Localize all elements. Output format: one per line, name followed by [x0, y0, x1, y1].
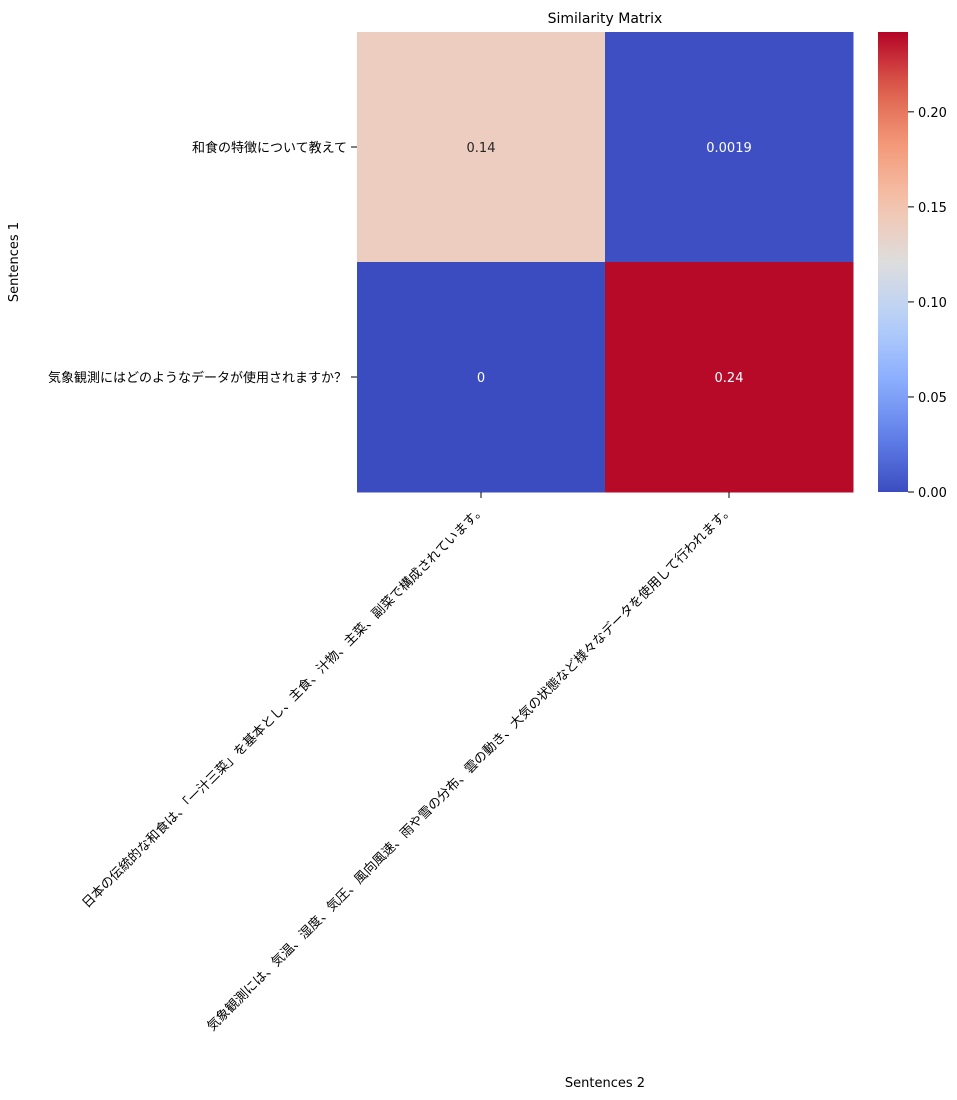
colorbar-tick-label: 0.05	[918, 391, 947, 406]
colorbar-ticks: 0.00 0.05 0.10 0.15 0.20	[908, 106, 947, 501]
x-tick-label: 気象観測には、気温、湿度、気圧、風向風速、雨や雪の分布、雲の動き、大気の状態など…	[204, 502, 737, 1035]
x-axis-ticks: 日本の伝統的な和食は、「一汁三菜」を基本とし、主食、汁物、主菜、副菜で構成されて…	[79, 492, 737, 1035]
cell-annotation: 0	[477, 371, 485, 386]
cell-annotations: 0.14 0.0019 0 0.24	[467, 141, 752, 386]
x-tick-label: 日本の伝統的な和食は、「一汁三菜」を基本とし、主食、汁物、主菜、副菜で構成されて…	[79, 502, 489, 912]
colorbar-tick-label: 0.00	[918, 486, 947, 501]
colorbar-tick-label: 0.20	[918, 106, 947, 121]
heatmap-cells	[357, 32, 854, 493]
heatmap-cell	[357, 262, 606, 493]
colorbar	[878, 32, 908, 492]
heatmap-cell	[357, 32, 606, 263]
chart-title: Similarity Matrix	[548, 11, 663, 27]
cell-annotation: 0.24	[715, 371, 744, 386]
cell-annotation: 0.0019	[706, 141, 752, 156]
y-axis-label: Sentences 1	[7, 222, 22, 302]
colorbar-tick-label: 0.10	[918, 296, 947, 311]
heatmap-cell	[605, 32, 854, 263]
y-tick-label: 気象観測にはどのようなデータが使用されますか？	[48, 370, 347, 386]
cell-annotation: 0.14	[467, 141, 496, 156]
heatmap-cell	[605, 262, 854, 493]
colorbar-tick-label: 0.15	[918, 201, 947, 216]
y-tick-label: 和食の特徴について教えて	[192, 140, 347, 156]
x-axis-label: Sentences 2	[565, 1076, 645, 1091]
